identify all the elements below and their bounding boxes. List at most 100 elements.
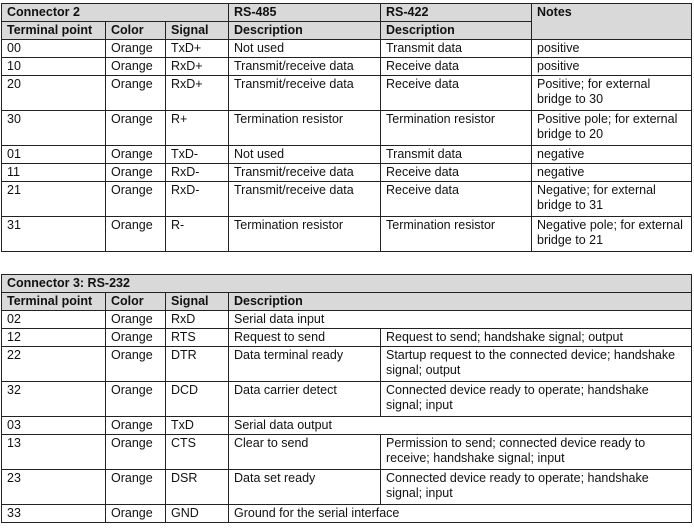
table-row: 31 Orange R- Termination resistor Terminatio… (1, 216, 693, 252)
detail-cell: Connected device ready to operate; hands… (379, 469, 693, 505)
signal-cell: RxD (165, 310, 229, 329)
terminal-point-cell: 01 (1, 145, 106, 164)
table-row: 03 Orange TxD Serial data output (1, 416, 693, 435)
signal-cell: RxD- (164, 163, 230, 182)
rs485-description-cell: Termination resistor (228, 110, 382, 146)
signal-cell: DCD (165, 381, 229, 417)
col-color: Color (105, 21, 166, 40)
connector-2-title-row: Connector 2 RS-485 RS-422 Notes (0, 3, 693, 40)
connector-3-title: Connector 3: RS-232 (0, 274, 693, 293)
connector-2-table: Connector 2 RS-485 RS-422 Notes Terminal… (0, 3, 693, 252)
table-row: 33 Orange GND Ground for the serial interfa… (1, 504, 693, 523)
terminal-point-cell: 31 (1, 216, 106, 252)
notes-cell: Negative pole; for external bridge to 21 (531, 216, 693, 252)
signal-cell: RTS (165, 328, 229, 347)
rs485-description-cell: Transmit/receive data (228, 181, 382, 217)
col-terminal-point: Terminal point (1, 292, 106, 311)
color-cell: Orange (105, 504, 166, 523)
description-cell: Request to send (228, 328, 381, 347)
table-row: 21 Orange RxD- Transmit/receive data Receive… (1, 181, 693, 217)
signal-cell: CTS (165, 434, 229, 470)
notes-cell: positive (531, 39, 693, 58)
terminal-point-cell: 32 (1, 381, 106, 417)
color-cell: Orange (105, 110, 166, 146)
description-cell: Serial data output (227, 416, 693, 435)
color-cell: Orange (105, 434, 166, 470)
color-cell: Orange (105, 310, 166, 329)
rs422-description-cell: Receive data (380, 57, 533, 76)
rs485-description-cell: Termination resistor (228, 216, 382, 252)
description-cell: Data set ready (228, 469, 381, 505)
notes-cell: Positive pole; for external bridge to 20 (531, 110, 693, 146)
connector-2-body: 00 Orange TxD+ Not used Transmit data positiv… (1, 39, 693, 252)
rs422-description-cell: Receive data (380, 181, 533, 217)
col-description: Description (227, 292, 693, 311)
terminal-point-cell: 23 (1, 469, 106, 505)
terminal-point-cell: 02 (1, 310, 106, 329)
connector-3-column-headers: Terminal point Color Signal Description (1, 292, 693, 311)
rs422-description-cell: Receive data (380, 163, 533, 182)
rs485-description-cell: Not used (228, 39, 382, 58)
col-description-rs422: Description (380, 21, 533, 40)
terminal-point-cell: 11 (1, 163, 106, 182)
rs422-description-cell: Termination resistor (380, 216, 533, 252)
notes-cell: positive (531, 57, 693, 76)
table-row: 30 Orange R+ Termination resistor Terminatio… (1, 110, 693, 146)
terminal-point-cell: 33 (1, 504, 106, 523)
table-row: 11 Orange RxD- Transmit/receive data Receive… (1, 163, 693, 182)
notes-cell: Negative; for external bridge to 31 (531, 181, 693, 217)
table-row: 00 Orange TxD+ Not used Transmit data positiv… (1, 39, 693, 58)
terminal-point-cell: 10 (1, 57, 106, 76)
terminal-point-cell: 00 (1, 39, 106, 58)
detail-cell: Request to send; handshake signal; outpu… (379, 328, 693, 347)
col-signal: Signal (164, 21, 230, 40)
rs422-description-cell: Transmit data (380, 145, 533, 164)
rs422-description-cell: Receive data (380, 75, 533, 111)
connector-3-body: 02 Orange RxD Serial data input 12 Orange RTS R… (1, 310, 693, 523)
table-row: 13 Orange CTS Clear to send Permission to se… (1, 434, 693, 470)
table-row: 02 Orange RxD Serial data input (1, 310, 693, 329)
rs485-description-cell: Not used (228, 145, 382, 164)
color-cell: Orange (105, 216, 166, 252)
connector-3-title-row: Connector 3: RS-232 (0, 274, 693, 293)
signal-cell: TxD- (164, 145, 230, 164)
table-row: 23 Orange DSR Data set ready Connected devic… (1, 469, 693, 505)
color-cell: Orange (105, 39, 166, 58)
terminal-point-cell: 21 (1, 181, 106, 217)
signal-cell: R- (164, 216, 230, 252)
color-cell: Orange (105, 163, 166, 182)
terminal-point-cell: 22 (1, 346, 106, 382)
signal-cell: DSR (165, 469, 229, 505)
detail-cell: Connected device ready to operate; hands… (379, 381, 693, 417)
table-row: 22 Orange DTR Data terminal ready Startup re… (1, 346, 693, 382)
notes-cell: Positive; for external bridge to 30 (531, 75, 693, 111)
description-cell: Data carrier detect (228, 381, 381, 417)
notes-cell: negative (531, 145, 693, 164)
col-color: Color (105, 292, 166, 311)
table-row: 32 Orange DCD Data carrier detect Connected … (1, 381, 693, 417)
description-cell: Data terminal ready (228, 346, 381, 382)
rs485-description-cell: Transmit/receive data (228, 57, 382, 76)
terminal-point-cell: 13 (1, 434, 106, 470)
rs422-header: RS-422 (380, 3, 533, 22)
rs485-description-cell: Transmit/receive data (228, 75, 382, 111)
color-cell: Orange (105, 416, 166, 435)
color-cell: Orange (105, 57, 166, 76)
color-cell: Orange (105, 346, 166, 382)
signal-cell: RxD- (164, 181, 230, 217)
connector-2-title: Connector 2 (0, 3, 230, 22)
connector-3-table: Connector 3: RS-232 Terminal point Color… (0, 274, 693, 523)
detail-cell: Permission to send; connected device rea… (379, 434, 693, 470)
notes-cell: negative (531, 163, 693, 182)
color-cell: Orange (105, 381, 166, 417)
col-description-rs485: Description (228, 21, 382, 40)
rs422-description-cell: Termination resistor (380, 110, 533, 146)
notes-header: Notes (531, 3, 693, 40)
description-cell: Ground for the serial interface (227, 504, 693, 523)
terminal-point-cell: 30 (1, 110, 106, 146)
table-row: 10 Orange RxD+ Transmit/receive data Receive… (1, 57, 693, 76)
connector-2-column-headers: Terminal point Color Signal Description … (1, 21, 692, 40)
rs422-description-cell: Transmit data (380, 39, 533, 58)
table-row: 20 Orange RxD+ Transmit/receive data Receive… (1, 75, 693, 111)
signal-cell: RxD+ (164, 75, 230, 111)
